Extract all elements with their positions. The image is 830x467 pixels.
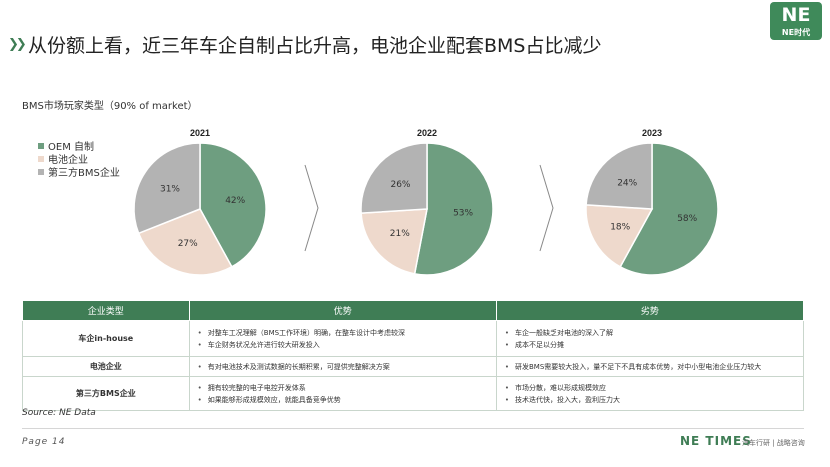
- page-title: 从份额上看，近三年车企自制占比升高，电池企业配套BMS占比减少: [28, 35, 602, 57]
- table-row: 第三方BMS企业 拥有较完整的电子电控开发体系 如果能够形成规模效应，就能具备竞…: [22, 376, 805, 411]
- logo-text: NE时代: [781, 28, 811, 37]
- legend-label: 电池企业: [48, 155, 88, 166]
- source-note: Source: NE Data: [22, 408, 96, 418]
- table-row: 车企in-house 对整车工况理解（BMS工作环境）明确，在整车设计中考虑较深…: [22, 320, 805, 357]
- row-cons: 车企一般缺乏对电池的深入了解 成本不足以分摊: [495, 320, 805, 357]
- cons-item: 车企一般缺乏对电池的深入了解: [505, 327, 802, 339]
- row-pros: 有对电池技术及测试数据的长期积累，可提供完整解决方案: [188, 356, 497, 377]
- pie-chart-2021: 42% 27% 31% 2021: [133, 128, 267, 276]
- pie-slice: [413, 142, 494, 276]
- pie-slice: [585, 204, 654, 268]
- row-cons: 研发BMS需要较大投入，量不足下不具有成本优势，对中小型电池企业压力较大: [495, 356, 805, 377]
- row-type: 电池企业: [22, 356, 190, 377]
- table-row: 电池企业 有对电池技术及测试数据的长期积累，可提供完整解决方案 研发BMS需要较…: [22, 356, 805, 377]
- legend-swatch-oem: [38, 143, 44, 149]
- cons-item: 研发BMS需要较大投入，量不足下不具有成本优势，对中小型电池企业压力较大: [505, 361, 802, 373]
- legend-label: 第三方BMS企业: [48, 168, 120, 179]
- row-cons: 市场分散，难以形成规模效应 技术迭代快，投入大，盈利压力大: [495, 376, 805, 411]
- table-header-row: 企业类型 优势 劣势: [22, 300, 805, 321]
- legend-label: OEM 自制: [48, 142, 94, 153]
- row-pros: 拥有较完整的电子电控开发体系 如果能够形成规模效应，就能具备竞争优势: [188, 376, 497, 411]
- cons-item: 成本不足以分摊: [505, 339, 802, 351]
- header-type: 企业类型: [22, 300, 190, 321]
- logo-mark: NE: [781, 4, 811, 26]
- pie-slice: [199, 142, 267, 268]
- pie-chart-2023: 58% 18% 24% 2023: [585, 128, 719, 276]
- row-type: 车企in-house: [22, 320, 190, 357]
- header-cons: 劣势: [495, 300, 805, 321]
- slice-value-label: 58%: [677, 214, 697, 224]
- pros-item: 车企财务状况允许进行较大研发投入: [198, 339, 495, 351]
- pie-charts: 42% 27% 31% 2021 53% 21% 26% 2022 58% 18% 24% 202…: [133, 128, 719, 276]
- arrow-chevron-icon: [304, 164, 319, 252]
- slice-value-label: 24%: [617, 179, 637, 189]
- pie-slice: [619, 142, 719, 276]
- legend-swatch-battery: [38, 156, 44, 162]
- cons-item: 技术迭代快，投入大，盈利压力大: [505, 394, 802, 406]
- pie-year-title: 2023: [642, 128, 662, 138]
- legend-swatch-third-party: [38, 169, 44, 175]
- pie-slice: [585, 142, 653, 210]
- footer-tagline: 汽车行研 | 战略咨询: [742, 439, 805, 447]
- slice-value-label: 21%: [390, 229, 410, 239]
- slice-value-label: 31%: [160, 185, 180, 195]
- slice-value-label: 53%: [453, 208, 473, 218]
- pie-chart-2022: 53% 21% 26% 2022: [360, 128, 494, 276]
- pros-item: 如果能够形成规模效应，就能具备竞争优势: [198, 394, 495, 406]
- pie-year-title: 2022: [417, 128, 437, 138]
- page-number: Page 14: [22, 437, 66, 447]
- legend-item-oem: OEM 自制: [38, 138, 94, 153]
- pie-slice: [360, 142, 428, 214]
- footer-brand: NE TIMES: [680, 434, 752, 448]
- pie-slice: [360, 208, 428, 275]
- slice-value-label: 27%: [178, 239, 198, 249]
- pie-slice: [133, 142, 201, 235]
- pros-item: 对整车工况理解（BMS工作环境）明确，在整车设计中考虑较深: [198, 327, 495, 339]
- slice-value-label: 26%: [390, 180, 410, 190]
- cons-item: 市场分散，难以形成规模效应: [505, 382, 802, 394]
- title-chevron-icon: ❯❯: [8, 37, 27, 52]
- pie-slice: [137, 208, 233, 276]
- chart-subtitle: BMS市场玩家类型（90% of market）: [22, 101, 198, 112]
- header-pros: 优势: [188, 300, 497, 321]
- brand-logo: NE NE时代: [770, 2, 822, 40]
- row-type: 第三方BMS企业: [22, 376, 190, 411]
- comparison-table: 企业类型 优势 劣势 车企in-house 对整车工况理解（BMS工作环境）明确…: [22, 300, 805, 411]
- arrow-chevron-icon: [539, 164, 554, 252]
- footer-divider: [22, 428, 804, 429]
- row-pros: 对整车工况理解（BMS工作环境）明确，在整车设计中考虑较深 车企财务状况允许进行…: [188, 320, 497, 357]
- pros-item: 有对电池技术及测试数据的长期积累，可提供完整解决方案: [198, 361, 495, 373]
- slice-value-label: 42%: [225, 196, 245, 206]
- slice-value-label: 18%: [610, 223, 630, 233]
- legend-item-battery: 电池企业: [38, 151, 88, 166]
- pie-year-title: 2021: [190, 128, 210, 138]
- legend-item-third-party: 第三方BMS企业: [38, 164, 120, 179]
- pros-item: 拥有较完整的电子电控开发体系: [198, 382, 495, 394]
